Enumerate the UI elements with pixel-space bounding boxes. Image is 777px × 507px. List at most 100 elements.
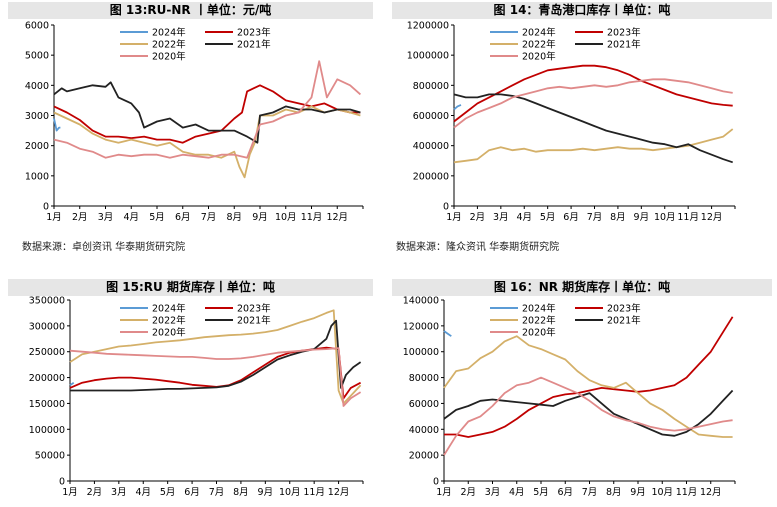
x-tick-label: 8月: [233, 487, 249, 498]
x-tick-label: 1月: [46, 212, 62, 223]
y-tick-label: 100000: [29, 425, 65, 436]
y-tick-label: 50000: [35, 451, 65, 462]
series-line-2023年: [53, 84, 361, 144]
legend-label: 2023年: [607, 303, 641, 315]
chart-title-16: 图 16：NR 期货库存丨单位：吨: [392, 279, 772, 296]
x-tick-label: 6月: [175, 212, 191, 223]
y-tick-label: 800000: [413, 81, 449, 92]
x-tick-label: 2月: [87, 487, 103, 498]
x-tick-label: 11月: [676, 487, 698, 498]
series-line-2021年: [443, 389, 734, 437]
y-tick-label: 4000: [25, 81, 49, 92]
x-tick-label: 2月: [72, 212, 88, 223]
series-line-2023年: [453, 64, 733, 123]
legend-label: 2020年: [152, 51, 186, 63]
x-tick-label: 8月: [610, 212, 626, 223]
x-tick-label: 7月: [201, 212, 217, 223]
series-line-2022年: [69, 309, 362, 405]
y-tick-label: 5000: [25, 51, 49, 62]
y-tick-label: 150000: [29, 399, 65, 410]
x-tick-label: 2月: [470, 212, 486, 223]
x-tick-label: 5月: [540, 212, 556, 223]
y-tick-label: 600000: [413, 111, 449, 122]
y-tick-label: 350000: [29, 296, 65, 307]
y-tick-label: 100000: [403, 347, 439, 358]
x-tick-label: 11月: [301, 212, 323, 223]
y-tick-label: 140000: [403, 296, 439, 307]
legend-label: 2020年: [522, 51, 556, 63]
chart-title-15: 图 15:RU 期货库存丨单位：吨: [8, 279, 373, 296]
x-tick-label: 5月: [533, 487, 549, 498]
series-line-2022年: [443, 335, 733, 438]
x-tick-label: 1月: [436, 487, 452, 498]
y-tick-label: 200000: [413, 171, 449, 182]
series-line-2021年: [70, 319, 362, 392]
x-tick-label: 4月: [509, 487, 525, 498]
legend-label: 2023年: [237, 27, 271, 39]
y-tick-label: 0: [433, 477, 439, 488]
legend-label: 2021年: [607, 39, 641, 51]
x-tick-label: 7月: [209, 487, 225, 498]
legend-label: 2023年: [237, 303, 271, 315]
x-tick-label: 11月: [303, 487, 325, 498]
x-tick-label: 10月: [654, 212, 676, 223]
x-tick-label: 6月: [563, 212, 579, 223]
series-line-2020年: [443, 376, 733, 456]
legend-label: 2023年: [607, 27, 641, 39]
x-tick-label: 1月: [62, 487, 78, 498]
y-tick-label: 120000: [403, 321, 439, 332]
x-tick-label: 12月: [700, 487, 722, 498]
series-line-2020年: [453, 78, 733, 129]
source-note-14: 数据来源：隆众资讯 华泰期货研究院: [396, 242, 560, 253]
y-tick-label: 200000: [29, 373, 65, 384]
y-tick-label: 2000: [25, 141, 49, 152]
y-tick-label: 3000: [25, 111, 49, 122]
x-tick-label: 3月: [98, 212, 114, 223]
legend-label: 2021年: [607, 315, 641, 327]
chart-title-13: 图 13:RU-NR 丨单位：元/吨: [8, 2, 373, 19]
series-line-2022年: [453, 128, 734, 164]
series-line-2024年: [453, 104, 462, 111]
y-tick-label: 1200000: [407, 21, 449, 32]
chart-nr-futures-inventory: 0 20000 40000 60000 80000 100000 120000 140000 1…: [403, 296, 736, 498]
x-tick-label: 9月: [634, 212, 650, 223]
y-tick-label: 20000: [409, 451, 439, 462]
x-tick-label: 9月: [252, 212, 268, 223]
x-tick-label: 7月: [587, 212, 603, 223]
series-line-2021年: [453, 93, 733, 164]
chart-ru-nr-spread: 0 1000 2000 3000 4000 5000 6000 1月 2月 3月 4月 5月 6月 7月 8…: [25, 21, 364, 223]
x-tick-label: 9月: [258, 487, 274, 498]
legend-label: 2024年: [152, 27, 186, 39]
x-tick-label: 4月: [135, 487, 151, 498]
y-tick-label: 250000: [29, 347, 65, 358]
x-tick-label: 7月: [582, 487, 598, 498]
y-tick-label: 0: [443, 202, 449, 213]
x-tick-label: 3月: [493, 212, 509, 223]
source-note-13: 数据来源：卓创资讯 华泰期货研究院: [22, 242, 186, 253]
series-line-2020年: [69, 347, 362, 407]
x-tick-label: 5月: [160, 487, 176, 498]
y-tick-label: 1000: [25, 171, 49, 182]
y-tick-label: 0: [59, 477, 65, 488]
chart-qingdao-inventory: 0 200000 400000 600000 800000 1000000 1200000 1…: [407, 21, 736, 223]
series-line-2023年: [444, 316, 734, 438]
legend-label: 2022年: [152, 315, 186, 327]
series-line-2024年: [53, 118, 61, 132]
y-tick-label: 80000: [409, 373, 439, 384]
y-tick-label: 1000000: [407, 51, 449, 62]
x-tick-label: 3月: [111, 487, 127, 498]
legend-label: 2022年: [152, 39, 186, 51]
x-tick-label: 4月: [123, 212, 139, 223]
legend-label: 2020年: [522, 327, 556, 339]
y-tick-label: 6000: [25, 21, 49, 32]
series-line-2022年: [53, 105, 361, 179]
x-tick-label: 8月: [226, 212, 242, 223]
y-tick-label: 60000: [409, 399, 439, 410]
y-tick-label: 40000: [409, 425, 439, 436]
x-tick-label: 8月: [606, 487, 622, 498]
legend-label: 2022年: [522, 315, 556, 327]
x-tick-label: 1月: [446, 212, 462, 223]
legend-label: 2021年: [237, 39, 271, 51]
chart-ru-futures-inventory: 0 50000 100000 150000 200000 250000 300000 3500…: [29, 296, 364, 498]
y-tick-label: 300000: [29, 321, 65, 332]
